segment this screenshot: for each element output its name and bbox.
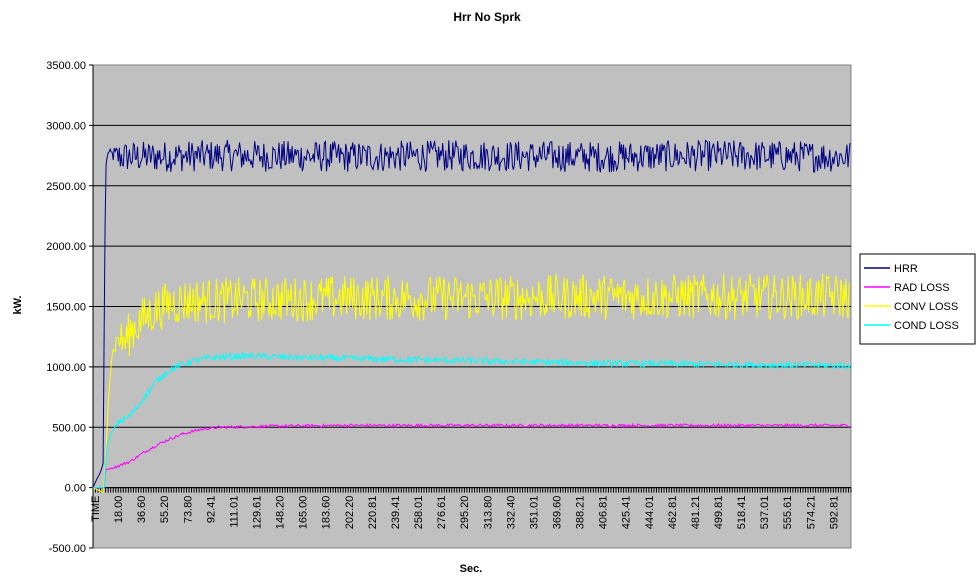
x-tick-label: 332.40 [505,496,517,530]
x-tick-label: 518.41 [736,496,748,530]
plot-area: 3500.00 3000.00 2500.00 2000.00 1500.00 1000.… [46,60,852,555]
x-tick-label: 574.21 [805,496,817,530]
x-tick-label: 55.20 [159,496,171,524]
legend-box [859,253,976,345]
x-tick-label: 18.00 [113,496,125,524]
x-tick-label: TIME [90,496,102,522]
legend-label: RAD LOSS [894,282,950,294]
x-tick-label: 462.81 [667,496,679,530]
x-tick-label: 165.00 [298,496,310,530]
x-tick-label: 369.60 [551,496,563,530]
x-tick-label: 239.41 [390,496,402,530]
x-tick-label: 36.60 [136,496,148,524]
x-tick-label: 220.81 [367,496,379,530]
y-axis-title: kW. [12,296,24,315]
x-tick-label: 111.01 [228,496,240,528]
x-tick-label: 129.61 [252,496,264,530]
x-tick-label: 295.20 [459,496,471,530]
x-tick-label: 92.41 [205,496,217,524]
legend-label: CONV LOSS [894,301,958,313]
chart-title: Hrr No Sprk [453,10,521,24]
x-tick-label: 406.81 [598,496,610,530]
y-tick-label: 0.00 [65,483,86,495]
y-tick-label: 1500.00 [46,302,86,314]
y-tick-label: 1000.00 [46,362,86,374]
series-line-rad-loss [93,422,851,489]
x-tick-label: 183.60 [321,496,333,530]
x-tick-label: 258.01 [413,496,425,530]
y-tick-label: 2000.00 [46,241,86,253]
x-tick-label: 148.20 [275,496,287,530]
x-tick-label: 444.01 [644,496,656,530]
x-tick-label: 73.80 [182,496,194,524]
x-tick-label: 537.01 [759,496,771,530]
series-line-hrr [92,139,851,488]
y-tick-label: 3500.00 [46,60,86,72]
x-tick-label: 351.01 [528,496,540,530]
series-line-cond-loss [93,351,851,489]
legend-label: HRR [894,263,918,275]
x-axis-title: Sec. [460,563,483,575]
x-tick-label: 388.21 [575,496,587,530]
series-line-conv-loss [92,273,851,494]
x-tick-label: 555.61 [782,496,794,530]
x-tick-label: 425.41 [621,496,633,530]
y-tick-label: -500.00 [49,543,86,555]
y-tick-label: 2500.00 [46,181,86,193]
x-tick-label: 313.80 [482,496,494,530]
y-tick-label: 3000.00 [46,120,86,132]
x-tick-label: 276.61 [436,496,448,530]
x-tick-label: 202.20 [344,496,356,530]
legend-label: COND LOSS [894,320,959,332]
x-tick-label: 499.81 [713,496,725,530]
x-tick-label: 592.81 [828,496,840,530]
y-tick-label: 500.00 [52,422,86,434]
x-tick-label: 481.21 [690,496,702,530]
legend: HRR RAD LOSS CONV LOSS COND LOSS [859,253,976,345]
